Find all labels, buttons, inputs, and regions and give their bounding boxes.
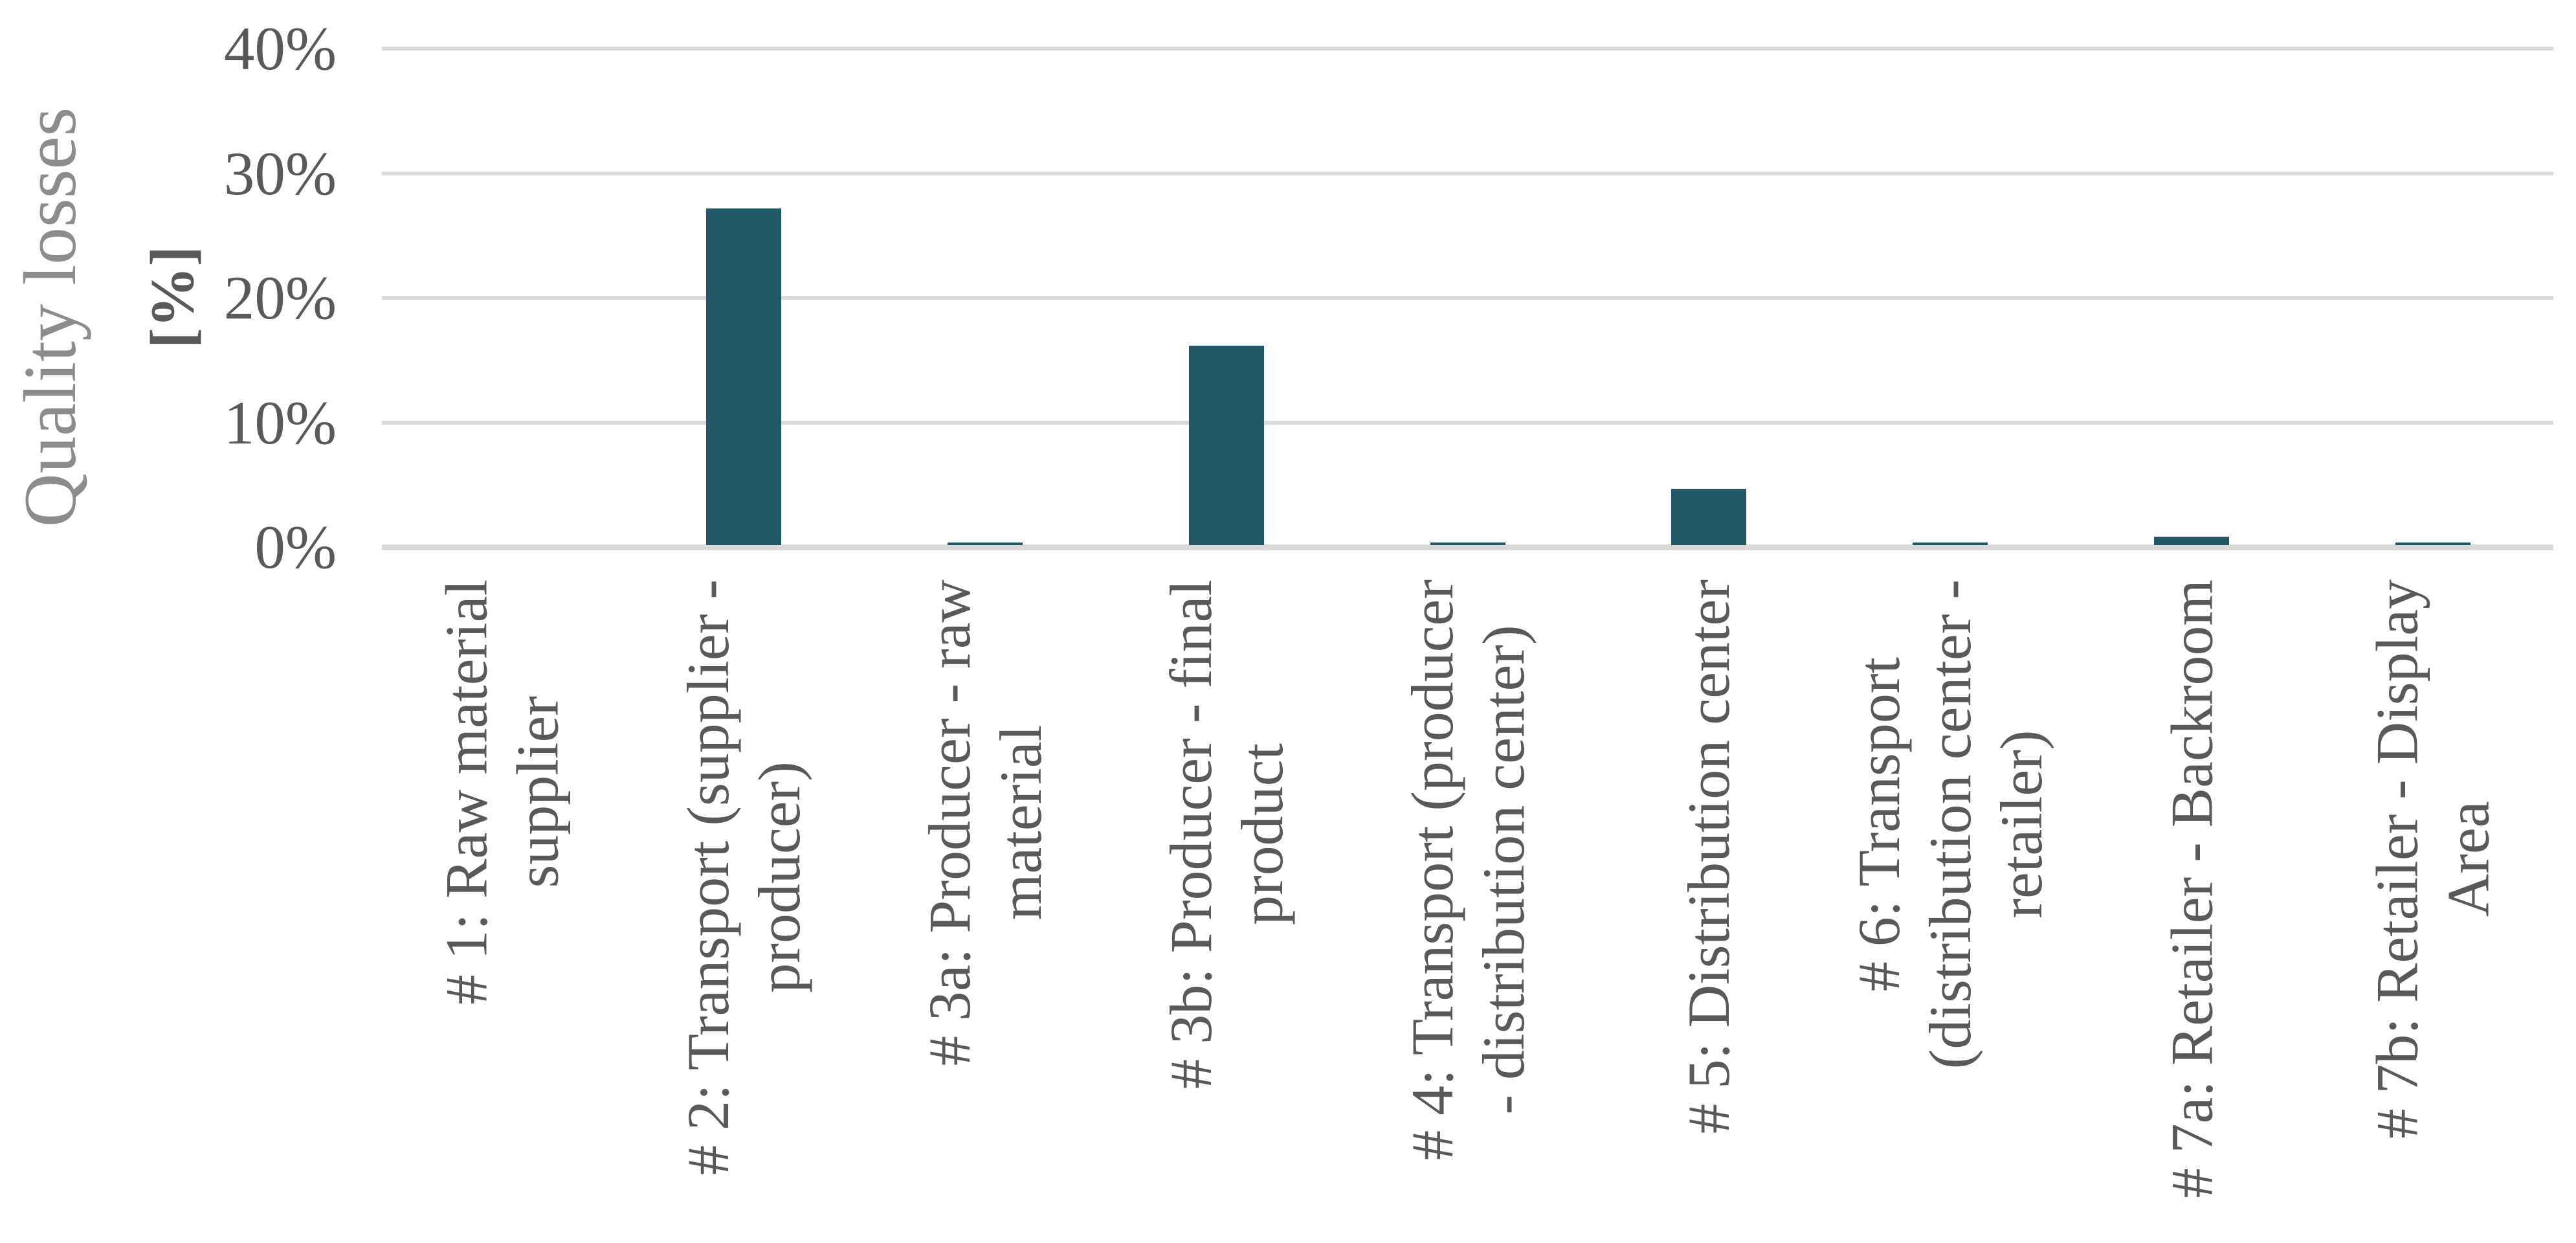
x-category-label: # 3b: Producer - final product bbox=[1158, 579, 1295, 1089]
bar bbox=[1913, 543, 1988, 545]
y-tick-label: 30% bbox=[223, 139, 337, 208]
bar bbox=[2395, 543, 2471, 545]
bar bbox=[2154, 537, 2229, 545]
x-category-label: # 2: Transport (supplier - producer) bbox=[675, 579, 812, 1175]
y-tick-label: 40% bbox=[223, 14, 337, 83]
bar bbox=[1671, 489, 1746, 545]
bar bbox=[948, 543, 1023, 545]
x-category-label: # 6: Transport (distribution center - reta… bbox=[1846, 579, 2054, 1069]
gridline bbox=[382, 296, 2553, 300]
bar bbox=[1189, 346, 1264, 545]
x-category-label: # 7b: Retailer - Display Area bbox=[2364, 579, 2502, 1139]
x-category-label: # 1: Raw material supplier bbox=[434, 579, 571, 1005]
x-category-label: # 3a: Producer - raw material bbox=[916, 579, 1054, 1066]
y-tick-label: 0% bbox=[254, 513, 337, 581]
bar bbox=[706, 208, 781, 545]
x-category-label: # 5: Distribution center bbox=[1676, 579, 1742, 1134]
y-tick-label: 10% bbox=[223, 388, 337, 457]
gridline bbox=[382, 172, 2553, 175]
gridline bbox=[382, 47, 2553, 50]
x-axis-baseline bbox=[382, 544, 2553, 550]
y-tick-label: 20% bbox=[223, 263, 337, 332]
x-category-label: # 7a: Retailer - Backroom bbox=[2159, 579, 2225, 1198]
gridline bbox=[382, 421, 2553, 425]
x-category-label: # 4: Transport (producer - distribution c… bbox=[1399, 579, 1537, 1160]
bar bbox=[1430, 543, 1505, 545]
